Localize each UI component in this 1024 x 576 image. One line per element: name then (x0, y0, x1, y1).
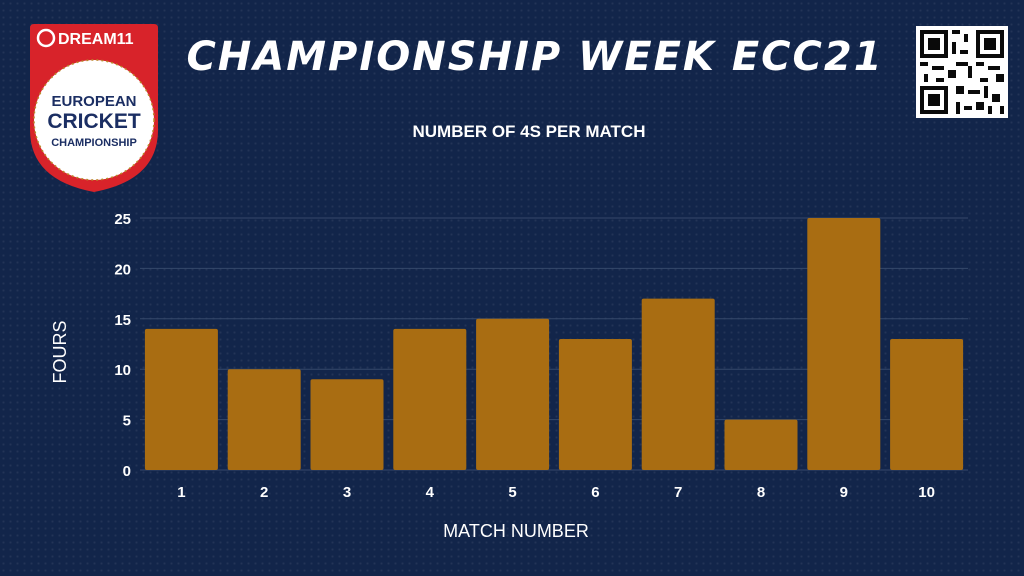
logo-line-1: EUROPEAN (51, 93, 136, 110)
y-tick-label: 25 (114, 211, 131, 228)
y-tick-label: 10 (114, 362, 131, 379)
x-tick-label: 7 (674, 484, 682, 501)
y-tick-label: 5 (123, 413, 131, 430)
logo-line-2: CRICKET (47, 110, 141, 133)
bar (144, 328, 218, 470)
bar (310, 379, 384, 470)
chart-title: NUMBER OF 4S PER MATCH (413, 122, 646, 141)
x-axis-label: MATCH NUMBER (443, 521, 589, 541)
x-tick-label: 8 (757, 484, 765, 501)
y-axis-label: FOURS (50, 321, 70, 384)
x-tick-label: 5 (508, 484, 516, 501)
x-tick-label: 3 (343, 484, 351, 501)
logo-line-3: CHAMPIONSHIP (51, 137, 137, 149)
x-tick-label: 1 (177, 484, 185, 501)
x-tick-label: 10 (918, 484, 935, 501)
page-title: CHAMPIONSHIP WEEK ECC21 (186, 34, 884, 80)
bar (393, 328, 467, 470)
bar (227, 369, 301, 470)
bar (476, 318, 550, 470)
bar (807, 218, 881, 470)
x-axis-ticks: 1 2 3 4 5 6 7 8 9 10 (177, 484, 935, 501)
ecc-logo: DREAM11 EUROPEAN CRICKET CHAMPIONSHIP (30, 24, 158, 192)
y-tick-label: 20 (114, 261, 131, 278)
y-tick-label: 15 (114, 312, 131, 329)
logo-sponsor: DREAM11 (58, 31, 134, 48)
y-tick-label: 0 (123, 463, 131, 480)
qr-code-icon (916, 26, 1008, 118)
x-tick-label: 6 (591, 484, 599, 501)
bar (724, 419, 798, 470)
y-axis-ticks: 0 5 10 15 20 25 (114, 211, 131, 480)
x-tick-label: 4 (426, 484, 435, 501)
bar (890, 338, 964, 470)
dream11-shield-icon (36, 28, 56, 48)
chart-bars (144, 218, 964, 470)
x-tick-label: 2 (260, 484, 268, 501)
bar (558, 338, 632, 470)
bar (641, 298, 715, 470)
x-tick-label: 9 (840, 484, 848, 501)
